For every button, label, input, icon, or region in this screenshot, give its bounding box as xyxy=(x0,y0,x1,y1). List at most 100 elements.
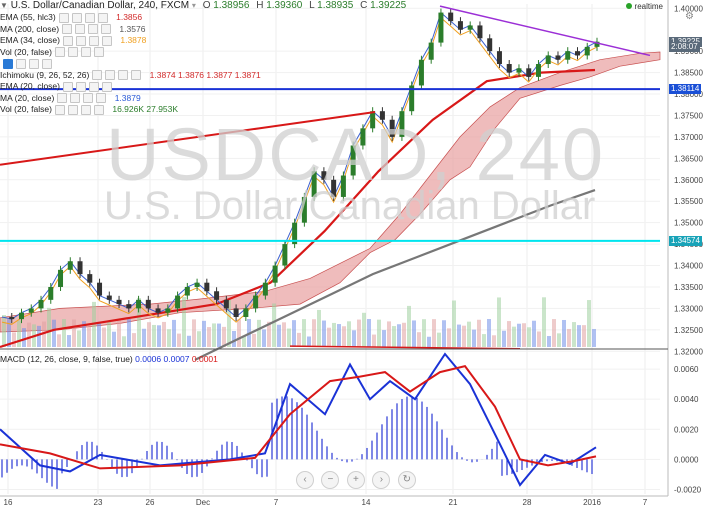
legend-control-icon[interactable] xyxy=(93,104,104,115)
x-tick-label: 2016 xyxy=(583,498,601,507)
legend-control-icon[interactable] xyxy=(67,47,78,58)
legend-control-icon[interactable] xyxy=(80,47,91,58)
candle-body xyxy=(136,299,142,309)
chart-header: ▼ U.S. Dollar/Canadian Dollar, 240, FXCM… xyxy=(0,0,406,12)
collapse-icon[interactable]: ▼ xyxy=(0,1,8,10)
legend-control-icon[interactable] xyxy=(118,70,129,81)
volume-divergence-line xyxy=(289,345,521,350)
price-tag: 1.39225 xyxy=(669,36,702,47)
legend-control-icon[interactable] xyxy=(101,24,112,35)
legend-row[interactable]: Vol (20, false) xyxy=(0,47,110,58)
candle-body xyxy=(165,308,171,313)
candle-body xyxy=(58,269,64,287)
candle-body xyxy=(574,51,580,56)
candle-body xyxy=(292,222,298,245)
legend-control-icon[interactable] xyxy=(96,93,107,104)
legend-control-icon[interactable] xyxy=(54,47,65,58)
legend-control-icon[interactable] xyxy=(54,104,65,115)
scroll-right-icon[interactable]: › xyxy=(372,471,391,489)
candle-body xyxy=(370,111,376,129)
macd-name: MACD (12, 26, close, 9, false, true) xyxy=(0,354,133,364)
legend-row[interactable]: EMA (34, close) 1.3878 xyxy=(0,35,146,46)
volume-bar xyxy=(567,328,571,347)
legend-control-icon[interactable] xyxy=(131,70,142,81)
volume-bar xyxy=(202,320,206,347)
zoom-out-icon[interactable]: − xyxy=(321,471,340,489)
legend-control-icon[interactable] xyxy=(63,81,73,92)
reset-icon[interactable]: ↻ xyxy=(397,471,416,489)
legend-control-icon[interactable] xyxy=(84,12,95,23)
volume-bar xyxy=(357,319,361,347)
legend-control-icon[interactable] xyxy=(76,81,86,92)
legend-control-icon[interactable] xyxy=(42,58,52,69)
legend-value: 1.3879 xyxy=(112,92,141,103)
volume-bar xyxy=(377,319,381,347)
volume-bar xyxy=(7,319,11,347)
legend-control-icon[interactable] xyxy=(3,58,13,69)
legend-control-icon[interactable] xyxy=(89,81,99,92)
legend-control-icon[interactable] xyxy=(71,12,82,23)
legend-control-icon[interactable] xyxy=(70,93,81,104)
legend-control-icon[interactable] xyxy=(63,35,73,46)
legend-control-icon[interactable] xyxy=(67,104,78,115)
volume-bar xyxy=(57,334,61,347)
cloud-area xyxy=(0,51,661,333)
legend-control-icon[interactable] xyxy=(62,24,73,35)
volume-bar xyxy=(387,321,391,347)
legend-control-icon[interactable] xyxy=(80,104,91,115)
legend-row[interactable]: MA (200, close) 1.3576 xyxy=(0,24,145,35)
zoom-in-icon[interactable]: + xyxy=(346,471,365,489)
candle-body xyxy=(67,261,73,270)
high-label: H xyxy=(256,0,264,11)
legend-name: EMA (20, close) xyxy=(0,81,60,91)
volume-bar xyxy=(542,297,546,347)
legend-control-icon[interactable] xyxy=(97,12,108,23)
volume-bar xyxy=(282,322,286,347)
price-tick-label: 1.33500 xyxy=(674,283,703,292)
dropdown-icon[interactable]: ▾ xyxy=(191,1,196,10)
volume-bar xyxy=(412,320,416,347)
legend-control-icon[interactable] xyxy=(93,47,104,58)
legend-control-icon[interactable] xyxy=(102,81,112,92)
volume-bar xyxy=(2,315,6,347)
legend-row[interactable]: EMA (20, close) xyxy=(0,81,118,92)
legend-control-icon[interactable] xyxy=(58,12,69,23)
candle-body xyxy=(253,295,259,309)
candle-body xyxy=(409,85,415,112)
legend-control-icon[interactable] xyxy=(89,35,99,46)
x-tick-label: Dec xyxy=(196,498,210,507)
volume-bar xyxy=(332,322,336,347)
legend-control-icon[interactable] xyxy=(75,24,86,35)
volume-bar xyxy=(327,327,331,347)
volume-bar xyxy=(132,333,136,347)
legend-row[interactable]: MA (20, close) 1.3879 xyxy=(0,93,141,104)
legend-row[interactable]: Ichimoku (9, 26, 52, 26) 1.3874 1.3876 1… xyxy=(0,70,261,81)
volume-bar xyxy=(347,321,351,347)
candle-body xyxy=(28,308,34,313)
legend-control-icon[interactable] xyxy=(16,58,26,69)
volume-bar xyxy=(447,328,451,347)
volume-bar xyxy=(277,324,281,347)
legend-control-icon[interactable] xyxy=(105,70,116,81)
legend-control-icon[interactable] xyxy=(76,35,86,46)
settings-icon[interactable]: ⚙ xyxy=(685,11,694,22)
candle-body xyxy=(223,299,229,309)
legend-row[interactable]: Vol (20, false) 16.926K 27.953K xyxy=(0,104,178,115)
legend-control-icon[interactable] xyxy=(57,93,68,104)
macd-panel xyxy=(0,352,597,489)
legend-control-icon[interactable] xyxy=(83,93,94,104)
volume-bar xyxy=(552,319,556,347)
price-tag: 1.38114 xyxy=(669,84,702,95)
chart-navigation: ‹ − + › ↻ xyxy=(296,469,419,489)
legend-control-icon[interactable] xyxy=(88,24,99,35)
legend-control-icon[interactable] xyxy=(92,70,103,81)
candle-body xyxy=(516,68,522,73)
legend-row[interactable]: EMA (55, hlc3) 1.3856 xyxy=(0,12,142,23)
legend-control-icon[interactable] xyxy=(102,35,112,46)
legend-row[interactable] xyxy=(0,58,58,69)
legend-control-icon[interactable] xyxy=(29,58,39,69)
volume-bar xyxy=(577,325,581,347)
volume-bar xyxy=(392,326,396,347)
scroll-left-icon[interactable]: ‹ xyxy=(296,471,314,489)
